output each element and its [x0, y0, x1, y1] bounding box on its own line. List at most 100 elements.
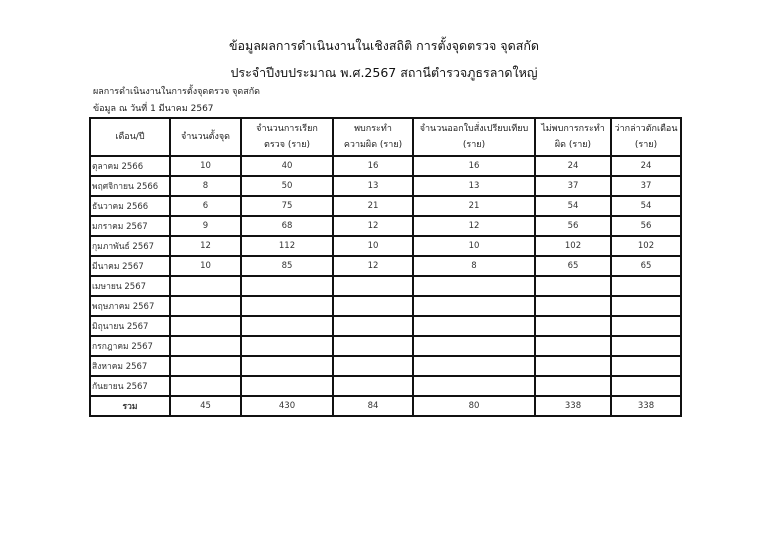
- value-cell: 10: [412, 235, 536, 257]
- value-cell: [534, 355, 612, 377]
- value-cell: [332, 315, 414, 337]
- value-cell: [412, 275, 536, 297]
- value-cell: [534, 315, 612, 337]
- total-cell: 80: [412, 395, 536, 417]
- value-cell: [169, 355, 242, 377]
- month-cell: พฤษภาคม 2567: [89, 295, 171, 317]
- month-cell: มกราคม 2567: [89, 215, 171, 237]
- value-cell: [534, 295, 612, 317]
- statistics-table: เดือน/ปี จำนวนตั้งจุด จำนวนการเรียกตรวจ (ร…: [89, 117, 682, 417]
- value-cell: [332, 335, 414, 357]
- as-of-date: ข้อมูล ณ วันที่ 1 มีนาคม 2567: [93, 104, 214, 114]
- value-cell: 21: [332, 195, 414, 217]
- month-cell: กรกฎาคม 2567: [89, 335, 171, 357]
- value-cell: [412, 375, 536, 397]
- header-text: เดือน/ปี: [115, 132, 145, 142]
- value-cell: 112: [240, 235, 334, 257]
- value-cell: 9: [169, 215, 242, 237]
- value-cell: [610, 315, 682, 337]
- value-cell: [332, 355, 414, 377]
- value-cell: 12: [412, 215, 536, 237]
- month-cell: มีนาคม 2567: [89, 255, 171, 277]
- value-cell: 24: [534, 155, 612, 177]
- month-cell: ธันวาคม 2566: [89, 195, 171, 217]
- document-subtitle: ประจำปีงบประมาณ พ.ศ.2567 สถานีตำรวจภูธรล…: [230, 65, 538, 80]
- table-row: กุมภาพันธ์ 2567 12 112 10 10 102 102: [89, 235, 682, 257]
- table-row: มิถุนายน 2567: [89, 315, 682, 337]
- value-cell: [610, 275, 682, 297]
- value-cell: 24: [610, 155, 682, 177]
- value-cell: 12: [332, 215, 414, 237]
- value-cell: 37: [534, 175, 612, 197]
- value-cell: 13: [412, 175, 536, 197]
- total-cell: 338: [534, 395, 612, 417]
- header-text: (ราย): [462, 140, 486, 150]
- value-cell: 12: [332, 255, 414, 277]
- value-cell: 37: [610, 175, 682, 197]
- value-cell: 56: [610, 215, 682, 237]
- month-cell: มิถุนายน 2567: [89, 315, 171, 337]
- document-title: ข้อมูลผลการดำเนินงานในเชิงสถิติ การตั้งจ…: [228, 38, 540, 53]
- column-header: พบกระทำ ความผิด (ราย): [332, 117, 414, 157]
- value-cell: 68: [240, 215, 334, 237]
- total-cell: 84: [332, 395, 414, 417]
- value-cell: [240, 335, 334, 357]
- value-cell: [332, 375, 414, 397]
- value-cell: 56: [534, 215, 612, 237]
- total-label: รวม: [89, 395, 171, 417]
- value-cell: [412, 335, 536, 357]
- table-row: มกราคม 2567 9 68 12 12 56 56: [89, 215, 682, 237]
- value-cell: 50: [240, 175, 334, 197]
- total-cell: 430: [240, 395, 334, 417]
- table-row: ธันวาคม 2566 6 75 21 21 54 54: [89, 195, 682, 217]
- header-text: จำนวนออกใบสั่งเปรียบเทียบ: [419, 124, 529, 134]
- column-header: ไม่พบการกระทำ ผิด (ราย): [534, 117, 612, 157]
- value-cell: [412, 355, 536, 377]
- value-cell: [169, 375, 242, 397]
- value-cell: [412, 315, 536, 337]
- header-text: จำนวนตั้งจุด: [180, 132, 231, 142]
- month-cell: สิงหาคม 2567: [89, 355, 171, 377]
- column-header: จำนวนตั้งจุด: [169, 117, 242, 157]
- value-cell: 12: [169, 235, 242, 257]
- month-cell: พฤศจิกายน 2566: [89, 175, 171, 197]
- value-cell: 54: [610, 195, 682, 217]
- value-cell: 65: [610, 255, 682, 277]
- table-row: พฤษภาคม 2567: [89, 295, 682, 317]
- header-row: เดือน/ปี จำนวนตั้งจุด จำนวนการเรียกตรวจ (ร…: [89, 117, 682, 157]
- header-text: ความผิด (ราย): [343, 140, 403, 150]
- value-cell: [169, 295, 242, 317]
- table-row: พฤศจิกายน 2566 8 50 13 13 37 37: [89, 175, 682, 197]
- table-row: กันยายน 2567: [89, 375, 682, 397]
- column-header: ว่ากล่าวตักเตือน (ราย): [610, 117, 682, 157]
- value-cell: 102: [534, 235, 612, 257]
- value-cell: [534, 275, 612, 297]
- header-text: ตรวจ (ราย): [263, 140, 311, 150]
- value-cell: 8: [412, 255, 536, 277]
- value-cell: 8: [169, 175, 242, 197]
- value-cell: [332, 295, 414, 317]
- column-header: จำนวนออกใบสั่งเปรียบเทียบ (ราย): [412, 117, 536, 157]
- total-row: รวม 45 430 84 80 338 338: [89, 395, 682, 417]
- value-cell: 10: [169, 255, 242, 277]
- value-cell: 10: [332, 235, 414, 257]
- total-cell: 45: [169, 395, 242, 417]
- value-cell: 16: [412, 155, 536, 177]
- month-cell: กุมภาพันธ์ 2567: [89, 235, 171, 257]
- value-cell: 85: [240, 255, 334, 277]
- column-header: เดือน/ปี: [89, 117, 171, 157]
- table-row: เมษายน 2567: [89, 275, 682, 297]
- value-cell: [169, 335, 242, 357]
- value-cell: [240, 275, 334, 297]
- value-cell: [169, 275, 242, 297]
- section-label: ผลการดำเนินงานในการตั้งจุดตรวจ จุดสกัด: [93, 87, 261, 97]
- header-text: จำนวนการเรียก: [256, 124, 318, 134]
- value-cell: 54: [534, 195, 612, 217]
- value-cell: 10: [169, 155, 242, 177]
- value-cell: [169, 315, 242, 337]
- value-cell: 75: [240, 195, 334, 217]
- table-row: ตุลาคม 2566 10 40 16 16 24 24: [89, 155, 682, 177]
- value-cell: [534, 335, 612, 357]
- month-cell: กันยายน 2567: [89, 375, 171, 397]
- value-cell: 21: [412, 195, 536, 217]
